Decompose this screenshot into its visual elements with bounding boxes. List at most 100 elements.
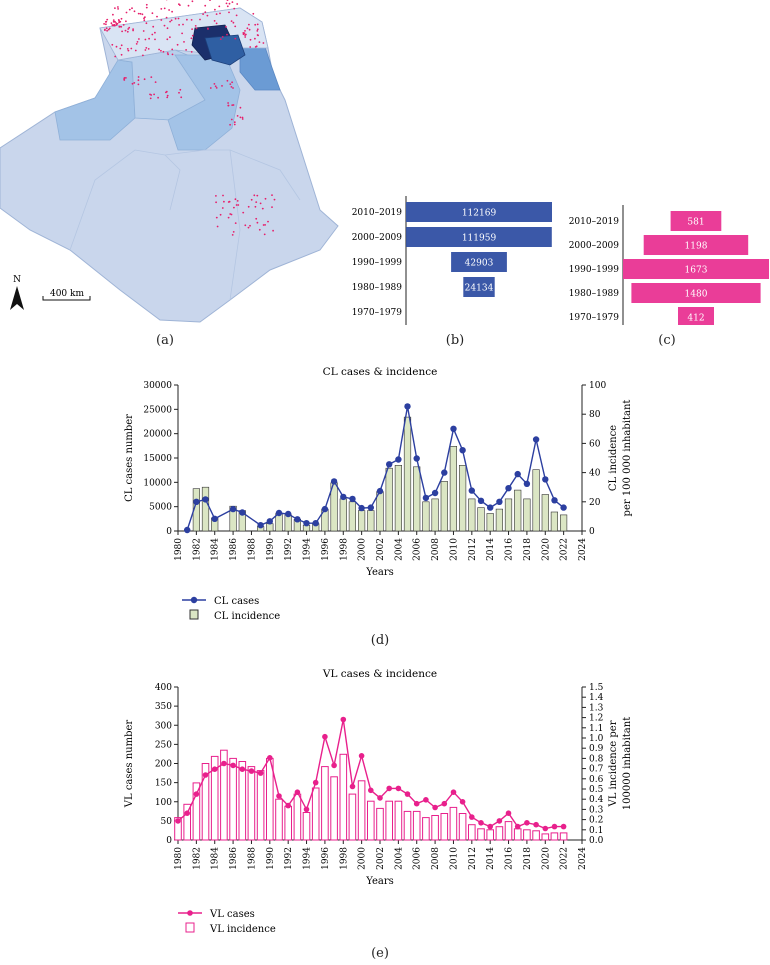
- case-dot: [254, 37, 256, 40]
- cases-point: [560, 823, 567, 830]
- incidence-bar: [532, 469, 540, 532]
- x-tick-label: 1988: [247, 538, 257, 561]
- incidence-bar: [504, 498, 513, 532]
- case-dot: [142, 30, 145, 32]
- cases-point: [276, 793, 282, 799]
- case-dot: [145, 22, 148, 25]
- cases-point: [395, 456, 402, 463]
- case-dot: [115, 22, 117, 24]
- decade-bar: [670, 211, 722, 231]
- incidence-bar: [229, 757, 237, 841]
- case-dot: [229, 83, 232, 85]
- incidence-bar: [293, 793, 302, 841]
- case-dot: [248, 23, 250, 26]
- case-dot: [151, 12, 154, 15]
- case-dot: [125, 11, 128, 14]
- case-dot: [130, 47, 133, 50]
- case-dot: [191, 34, 194, 37]
- incidence-bar: [541, 833, 550, 841]
- case-dot: [125, 77, 127, 79]
- incidence-bar: [394, 465, 403, 532]
- case-dot: [120, 53, 123, 56]
- case-dot: [120, 17, 123, 20]
- cases-point: [275, 509, 283, 517]
- case-dot: [178, 24, 181, 26]
- case-dot: [166, 96, 169, 99]
- decade-bar: [631, 283, 761, 303]
- cases-point: [523, 480, 531, 487]
- case-dot: [121, 30, 123, 33]
- case-dot: [228, 200, 231, 203]
- y-tick-label-right: 0: [589, 527, 595, 537]
- incidence-bar: [201, 486, 210, 532]
- case-dot: [145, 6, 148, 9]
- cases-point: [459, 799, 466, 805]
- x-tick-label: 2020: [541, 847, 551, 870]
- case-dot: [133, 10, 136, 13]
- case-dot: [221, 85, 223, 87]
- case-dot: [254, 23, 257, 26]
- y-tick-label-left: 25000: [143, 405, 172, 415]
- case-dot: [179, 4, 181, 6]
- scale-bar: [42, 296, 91, 301]
- cases-point: [221, 760, 227, 767]
- case-dot: [176, 43, 179, 46]
- case-dot: [134, 49, 137, 52]
- case-dot: [118, 25, 121, 28]
- case-dot: [144, 49, 147, 51]
- chart-title: CL cases & incidence: [323, 366, 438, 378]
- y-tick-label-right: 0.2: [589, 816, 603, 826]
- incidence-bar: [376, 491, 384, 532]
- decade-label: 1980–1989: [352, 283, 403, 293]
- cases-point: [432, 804, 438, 811]
- y-tick-label-right: 1.0: [589, 734, 604, 744]
- cases-point: [266, 518, 273, 525]
- cases-point: [367, 504, 374, 511]
- x-tick-label: 2016: [505, 847, 515, 870]
- case-dot: [106, 29, 108, 32]
- case-dot: [263, 233, 266, 236]
- incidence-bar: [458, 465, 467, 532]
- incidence-bar: [220, 749, 228, 841]
- case-dot: [243, 32, 246, 34]
- case-dot: [117, 6, 119, 8]
- incidence-bar: [559, 832, 568, 841]
- y-axis-label-left: VL cases number: [124, 720, 135, 809]
- case-dot: [133, 82, 136, 84]
- case-dot: [185, 49, 188, 51]
- case-dot: [191, 0, 194, 3]
- incidence-bar: [238, 761, 247, 841]
- decade-label: 1970–1979: [569, 313, 620, 323]
- y-tick-label-right: 0.7: [589, 765, 604, 775]
- cases-point: [229, 505, 237, 513]
- case-dot: [249, 224, 251, 227]
- decade-bar-value: 112169: [462, 209, 497, 219]
- case-dot: [113, 23, 116, 26]
- x-tick-label: 1982: [192, 847, 202, 870]
- x-tick-label: 2020: [541, 538, 551, 561]
- cases-point: [386, 785, 393, 792]
- case-dot: [105, 27, 108, 30]
- case-dot: [223, 200, 225, 203]
- case-dot: [204, 11, 207, 14]
- case-dot: [255, 217, 258, 220]
- case-dot: [195, 27, 198, 30]
- case-dot: [255, 201, 258, 204]
- cases-point: [303, 806, 310, 813]
- case-dot: [233, 121, 236, 124]
- case-dot: [139, 12, 142, 15]
- x-tick-label: 1998: [339, 538, 349, 561]
- case-dot: [232, 21, 235, 24]
- decade-label: 2000–2009: [569, 241, 620, 251]
- case-dot: [116, 22, 119, 25]
- x-tick-label: 1994: [303, 847, 313, 870]
- incidence-bar: [412, 810, 421, 841]
- x-tick-label: 2004: [394, 538, 404, 561]
- y-tick-label-right: 0.9: [589, 744, 604, 754]
- case-dot: [123, 79, 126, 81]
- case-dot: [256, 23, 259, 26]
- panel-d: CL cases & incidence 0 5000 10000 15000 20000…: [110, 360, 670, 630]
- case-dot: [137, 83, 140, 86]
- case-dot: [272, 229, 274, 232]
- case-dot: [127, 28, 130, 30]
